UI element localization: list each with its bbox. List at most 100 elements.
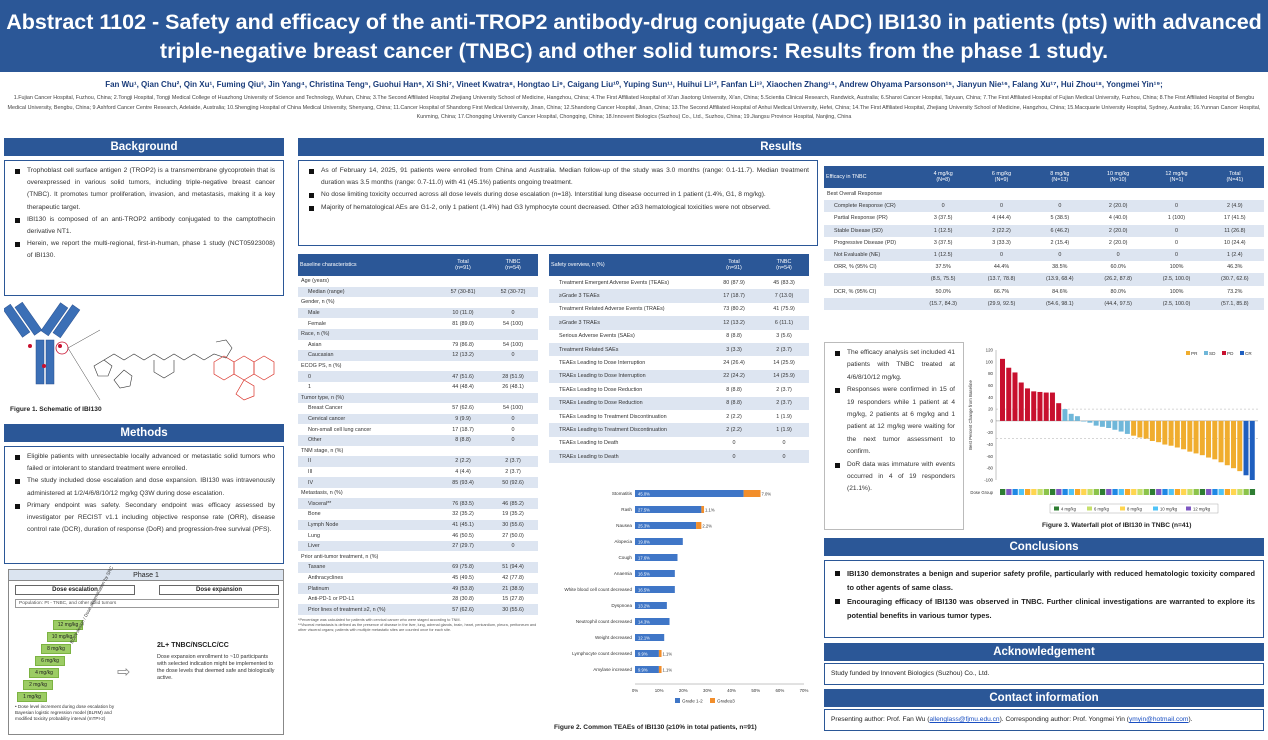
table-row: TEAEs Leading to Death 0 0 bbox=[549, 437, 809, 450]
baseline-cell bbox=[438, 488, 488, 499]
baseline-cell bbox=[438, 392, 488, 404]
efficacy-cell: 2 (20.0) bbox=[1088, 200, 1148, 213]
baseline-cell: 46 (85.2) bbox=[488, 498, 538, 510]
table-row: IV 85 (93.4) 50 (92.6) bbox=[298, 477, 538, 488]
efficacy-cell: 73.2% bbox=[1227, 288, 1243, 295]
safety-cell: 80 (87.9) bbox=[723, 279, 745, 286]
waterfall-y-tick: -40 bbox=[987, 442, 994, 447]
efficacy-header-5: 12 mg/kg (N=1) bbox=[1147, 166, 1206, 188]
baseline-cell: III bbox=[308, 468, 313, 475]
efficacy-cell: 10 (24.4) bbox=[1224, 239, 1246, 246]
waterfall-y-tick: 60 bbox=[988, 383, 993, 388]
baseline-cell: 79 (86.8) bbox=[452, 341, 474, 348]
teae-value-label-g3: 2.2% bbox=[702, 524, 712, 529]
table-row: Lymph Node 41 (45.1) 30 (55.6) bbox=[298, 519, 538, 531]
waterfall-bar bbox=[1024, 388, 1030, 421]
waterfall-bar bbox=[1112, 420, 1118, 430]
baseline-cell: Race, n (%) bbox=[298, 328, 438, 340]
dose-legend-box bbox=[1049, 503, 1219, 514]
background-heading: Background bbox=[4, 138, 284, 156]
baseline-cell: Prior anti-tumor treatment, n (%) bbox=[301, 553, 379, 560]
waterfall-bar bbox=[1231, 420, 1237, 469]
table-row: Cervical cancer 9 (9.9) 0 bbox=[298, 413, 538, 425]
baseline-cell bbox=[488, 392, 538, 404]
teae-category-label: Alopecia bbox=[614, 539, 632, 544]
baseline-cell: II bbox=[298, 456, 438, 467]
waterfall-bar bbox=[1081, 420, 1087, 422]
efficacy-cell bbox=[1031, 188, 1089, 200]
baseline-cell bbox=[488, 276, 538, 287]
waterfall-bar bbox=[1118, 420, 1124, 432]
waterfall-bar bbox=[1093, 420, 1099, 426]
efficacy-header-1: 4 mg/kg (N=8) bbox=[914, 166, 973, 188]
baseline-cell bbox=[488, 361, 538, 372]
efficacy-header-0: Efficacy in TNBC bbox=[824, 166, 914, 188]
baseline-cell: 81 (89.0) bbox=[452, 320, 474, 327]
teae-x-tick: 20% bbox=[679, 688, 688, 693]
baseline-cell: 12 (13.2) bbox=[438, 350, 488, 361]
waterfall-bar bbox=[1031, 391, 1037, 421]
table-row: Male 10 (11.0) 0 bbox=[298, 307, 538, 319]
teae-bar-grade3 bbox=[696, 522, 702, 529]
email-link-2[interactable]: ymyin@hotmail.com bbox=[1128, 716, 1189, 723]
dose-group-cell bbox=[1156, 489, 1162, 495]
waterfall-bar bbox=[1012, 372, 1018, 421]
baseline-cell: 2 (3.7) bbox=[505, 468, 521, 475]
dose-group-cell bbox=[1124, 489, 1131, 495]
waterfall-bar bbox=[1174, 420, 1180, 448]
waterfall-legend-swatch bbox=[1186, 351, 1190, 355]
dose-group-cell bbox=[1237, 489, 1243, 495]
safety-cell: 24 (26.4) bbox=[723, 360, 745, 367]
table-row: Partial Response (PR) 3 (37.5) 4 (44.4) 5 (… bbox=[824, 212, 1264, 224]
waterfall-bar bbox=[1124, 420, 1130, 434]
dose-group-cell bbox=[1037, 489, 1043, 495]
efficacy-cell: (2.5, 100.0) bbox=[1147, 273, 1206, 286]
baseline-cell: TNM stage, n (%) bbox=[301, 447, 344, 454]
table-row: TRAEs Leading to Treatment Discontinuati… bbox=[549, 423, 809, 437]
dose-legend-swatch bbox=[1153, 506, 1158, 511]
phase-title: Phase 1 bbox=[9, 570, 283, 581]
dose-group-cell bbox=[1168, 489, 1174, 495]
safety-cell: 3 (5.6) bbox=[776, 333, 792, 340]
email-link-1[interactable]: allenglass@fjmu.edu.cn bbox=[929, 716, 1000, 723]
figure3-caption: Figure 3. Waterfall plot of IBI130 in TN… bbox=[1042, 522, 1192, 529]
dose-group-cell bbox=[1031, 489, 1037, 495]
table-row: Age (years) bbox=[298, 276, 538, 287]
methods-bullet-1: The study included dose escalation and d… bbox=[13, 475, 275, 499]
baseline-cell: 28 (30.8) bbox=[452, 596, 474, 603]
table-row: Prior anti-tumor treatment, n (%) bbox=[298, 551, 538, 562]
efficacy-header-4: 10 mg/kg (N=10) bbox=[1088, 166, 1148, 188]
efficacy-cell: 1 (12.5) bbox=[914, 224, 973, 237]
safety-cell: 45 (83.3) bbox=[773, 279, 795, 286]
safety-cell: 8 (8.8) bbox=[709, 396, 759, 410]
waterfall-bar bbox=[1206, 420, 1212, 458]
table-row: Asian 79 (86.8) 54 (100) bbox=[298, 340, 538, 351]
baseline-cell bbox=[438, 361, 488, 372]
baseline-cell: 57 (62.6) bbox=[452, 405, 474, 412]
waterfall-bar bbox=[1043, 392, 1049, 421]
efficacy-header-2: 6 mg/kg (N=9) bbox=[972, 166, 1031, 188]
baseline-cell: 0 bbox=[488, 307, 538, 319]
efficacy-cell: 6 (46.2) bbox=[1030, 224, 1089, 237]
efficacy-cell: Best Overall Response bbox=[827, 191, 883, 198]
table-row: Prior lines of treatment ≥2, n (%) 57 (62… bbox=[298, 604, 538, 615]
waterfall-chart: Best Percent Change from Baseline -100 -80… bbox=[968, 348, 1258, 514]
table-row: Race, n (%) bbox=[298, 328, 538, 340]
efficacy-header-6: Total (N=41) bbox=[1205, 166, 1264, 188]
efficacy-cell: 11 (26.8) bbox=[1205, 224, 1264, 237]
baseline-table: Baseline characteristics Total (n=91) TNBC… bbox=[298, 254, 538, 640]
teae-x-tick: 10% bbox=[655, 688, 664, 693]
dose-group-cell bbox=[1162, 489, 1168, 495]
teae-bar-grade12 bbox=[635, 554, 678, 561]
baseline-cell: 26 (48.1) bbox=[502, 384, 524, 391]
baseline-cell bbox=[438, 276, 488, 287]
table-row: Female 81 (89.0) 54 (100) bbox=[298, 318, 538, 329]
efficacy-cell bbox=[914, 188, 972, 200]
efficacy-cell: (29.9, 92.5) bbox=[972, 297, 1031, 310]
baseline-cell: Platinum bbox=[298, 583, 438, 594]
table-row: TNM stage, n (%) bbox=[298, 446, 538, 457]
contact-post: ). bbox=[1188, 716, 1193, 723]
teae-bar-grade12 bbox=[635, 602, 667, 609]
waterfall-bar bbox=[1137, 420, 1143, 438]
background-list: Trophoblast cell surface antigen 2 (TROP… bbox=[5, 161, 283, 263]
